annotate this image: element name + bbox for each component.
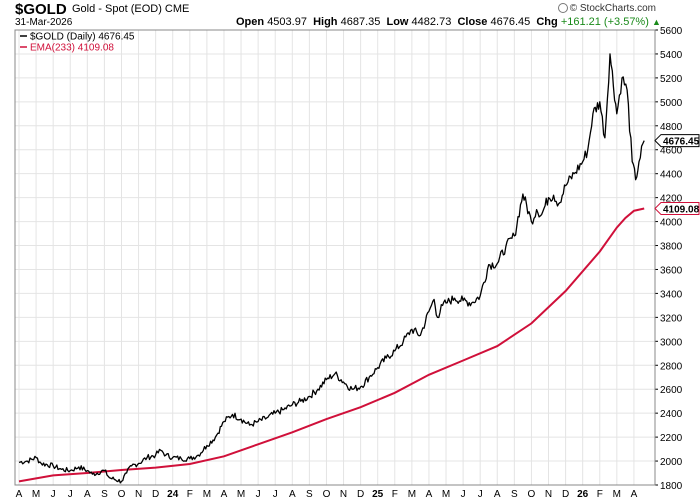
x-tick-label: A	[494, 489, 501, 500]
x-tick-label: O	[118, 489, 126, 500]
x-tick-label: O	[323, 489, 331, 500]
x-tick-label: D	[152, 489, 159, 500]
plot-frame	[14, 29, 656, 486]
series-lines	[18, 53, 645, 484]
x-tick-label: J	[51, 489, 56, 500]
x-tick-label: N	[135, 489, 142, 500]
y-tick-label: 4800	[660, 122, 683, 133]
legend-price-label: $GOLD (Daily) 4676.45	[30, 32, 135, 43]
x-tick-label: M	[203, 489, 211, 500]
low-value: 4482.73	[411, 16, 452, 28]
close-label: Close	[457, 16, 488, 28]
x-tick-label: M	[32, 489, 40, 500]
x-tick-label: A	[426, 489, 433, 500]
x-tick-label: F	[187, 489, 193, 500]
symbol-title: $GOLD	[15, 1, 67, 18]
x-tick-label: A	[631, 489, 638, 500]
x-tick-label: M	[613, 489, 621, 500]
y-tick-label: 4000	[660, 218, 683, 229]
x-tick-label: 26	[577, 489, 589, 500]
price-last-badge-text: 4676.45	[663, 137, 700, 148]
ema-last-badge-text: 4109.08	[663, 205, 700, 216]
stockcharts-credit[interactable]: © StockCharts.com	[557, 3, 656, 14]
chart-axes	[14, 29, 658, 486]
x-axis-labels: A M J J A S O N D 24 F M A M J J A S O N D 25 F M A M J J A S O N D 26 F M A	[16, 489, 638, 500]
open-value: 4503.97	[267, 16, 307, 28]
x-tick-label: S	[511, 489, 518, 500]
y-tick-label: 2800	[660, 361, 683, 372]
x-tick-label: M	[442, 489, 450, 500]
last-value-badges: 4676.45 4109.08	[654, 134, 700, 216]
y-tick-label: 4400	[660, 170, 683, 181]
y-tick-label: 2600	[660, 385, 683, 396]
change-arrow-icon: ▲	[651, 17, 661, 27]
x-tick-label: 25	[372, 489, 384, 500]
x-tick-label: N	[545, 489, 552, 500]
y-tick-label: 3800	[660, 242, 683, 253]
y-tick-label: 3400	[660, 289, 683, 300]
y-tick-label: 5600	[660, 26, 683, 37]
x-tick-label: A	[289, 489, 296, 500]
chart-header: $GOLD Gold - Spot (EOD) CME 31-Mar-2026 …	[0, 0, 700, 30]
x-tick-label: N	[340, 489, 347, 500]
stockcharts-logo-icon	[557, 3, 568, 13]
credit-text: © StockCharts.com	[569, 3, 656, 14]
x-tick-label: D	[357, 489, 364, 500]
change-label: Chg	[536, 16, 558, 28]
y-tick-label: 5400	[660, 50, 683, 61]
x-tick-label: J	[273, 489, 278, 500]
change-value: +161.21 (+3.57%)	[560, 16, 649, 28]
instrument-description: Gold - Spot (EOD)	[72, 3, 162, 15]
y-tick-label: 1800	[660, 481, 683, 492]
x-tick-label: J	[68, 489, 73, 500]
y-tick-label: 3600	[660, 265, 683, 276]
ema-last-badge-shape	[654, 202, 700, 216]
price-last-badge: 4676.45	[654, 134, 700, 148]
ema-233-line	[18, 207, 645, 483]
y-tick-label: 4200	[660, 194, 683, 205]
open-label: Open	[236, 16, 265, 28]
y-tick-label: 2000	[660, 457, 683, 468]
close-value: 4676.45	[490, 16, 531, 28]
y-tick-label: 3200	[660, 313, 683, 324]
y-tick-label: 5000	[660, 98, 683, 109]
y-tick-label: 2200	[660, 433, 683, 444]
price-last-badge-shape	[654, 134, 700, 148]
x-tick-label: F	[597, 489, 603, 500]
chart-date: 31-Mar-2026	[15, 17, 73, 28]
x-tick-label: A	[221, 489, 228, 500]
y-tick-label: 4600	[660, 146, 683, 157]
y-axis-labels: 1800 2000 2200 2400 2600 2800 3000 3200 3400 3600…	[660, 26, 683, 492]
gold-price-line	[18, 53, 645, 484]
high-label: High	[313, 16, 338, 28]
x-tick-label: S	[306, 489, 313, 500]
instrument-name: Gold - Spot (EOD) CME	[72, 3, 189, 15]
x-tick-label: J	[461, 489, 466, 500]
x-tick-label: A	[16, 489, 23, 500]
y-tick-label: 5200	[660, 74, 683, 85]
high-value: 4687.35	[340, 16, 381, 28]
legend-ema-label: EMA(233) 4109.08	[30, 43, 114, 54]
x-tick-label: O	[528, 489, 536, 500]
ohlc-stats: Open 4503.97 High 4687.35 Low 4482.73 Cl…	[236, 16, 661, 28]
y-tick-label: 3000	[660, 337, 683, 348]
x-tick-label: F	[392, 489, 398, 500]
exchange-label: CME	[164, 3, 190, 15]
low-label: Low	[386, 16, 409, 28]
x-tick-label: A	[84, 489, 91, 500]
x-tick-label: M	[237, 489, 245, 500]
x-tick-label: J	[256, 489, 261, 500]
y-tick-label: 2400	[660, 409, 683, 420]
x-tick-label: 24	[167, 489, 179, 500]
x-tick-label: M	[408, 489, 416, 500]
x-tick-label: S	[101, 489, 108, 500]
ema-last-badge: 4109.08	[654, 202, 700, 216]
x-tick-label: D	[562, 489, 569, 500]
x-tick-label: J	[478, 489, 483, 500]
